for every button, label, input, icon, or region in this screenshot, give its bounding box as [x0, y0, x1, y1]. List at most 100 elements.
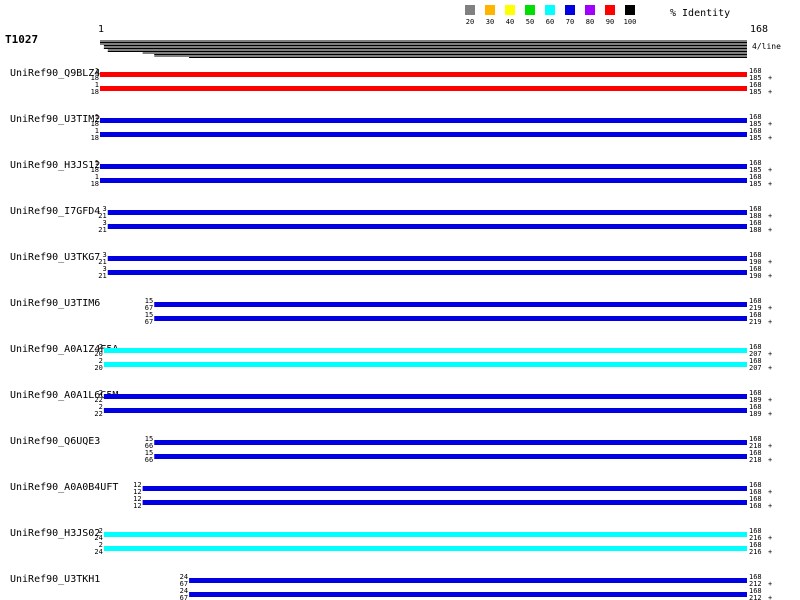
subject-start-pos: 21	[98, 272, 106, 280]
alignment-bar[interactable]	[142, 500, 747, 505]
query-end-pos: 168	[749, 159, 762, 167]
query-start-pos: 15	[145, 449, 153, 457]
alignment-bar[interactable]	[100, 178, 747, 183]
subject-start-pos: 20	[94, 364, 102, 372]
strand-sign: +	[768, 74, 772, 82]
subject-end-pos: 185	[749, 180, 762, 188]
subject-end-pos: 190	[749, 272, 762, 280]
subject-end-pos: 189	[749, 396, 762, 404]
alignment-bar[interactable]	[189, 592, 747, 597]
legend-swatch-70	[565, 5, 575, 15]
hit-list: UniRef90_Q9BLZ4 1 18 168 185 +1 18 168 185 + UniRe…	[10, 67, 772, 600]
query-start-pos: 24	[180, 573, 188, 581]
legend-label-100: 100	[624, 18, 637, 26]
hit-name[interactable]: UniRef90_Q6UQE3	[10, 436, 100, 447]
query-end-pos: 168	[749, 297, 762, 305]
strand-sign: +	[768, 180, 772, 188]
alignment-bar[interactable]	[154, 440, 748, 445]
hit-name[interactable]: UniRef90_A0A1Z4F5A	[10, 344, 118, 355]
subject-end-pos: 207	[749, 364, 762, 372]
alignment-bar[interactable]	[154, 316, 748, 321]
alignment-bar[interactable]	[107, 256, 747, 261]
strand-sign: +	[768, 226, 772, 234]
alignment-bar[interactable]	[103, 532, 747, 537]
subject-start-pos: 67	[180, 594, 188, 600]
query-start-pos: 1	[95, 127, 99, 135]
strand-sign: +	[768, 534, 772, 542]
subject-end-pos: 189	[749, 410, 762, 418]
hit-name[interactable]: UniRef90_U3TIM2	[10, 114, 100, 125]
alignment-bar[interactable]	[100, 118, 747, 123]
query-end-pos: 168	[749, 435, 762, 443]
hit-name[interactable]: UniRef90_U3TIM6	[10, 298, 100, 309]
strand-sign: +	[768, 134, 772, 142]
alignment-bar[interactable]	[100, 72, 747, 77]
subject-end-pos: 216	[749, 534, 762, 542]
subject-start-pos: 21	[98, 226, 106, 234]
legend-label-70: 70	[566, 18, 574, 26]
query-start-pos: 2	[99, 403, 103, 411]
legend-title: % Identity	[670, 8, 730, 19]
hit-name[interactable]: UniRef90_Q9BLZ4	[10, 68, 100, 79]
legend-swatch-80	[585, 5, 595, 15]
query-start-pos: 3	[103, 251, 107, 259]
strand-sign: +	[768, 212, 772, 220]
query-start-pos: 15	[145, 297, 153, 305]
query-end-pos: 168	[749, 527, 762, 535]
hit-name[interactable]: UniRef90_H3JS12	[10, 160, 100, 171]
identity-legend: 20 30 40 50 60 70 80 90 100	[465, 5, 636, 26]
alignment-bar[interactable]	[107, 270, 747, 275]
alignment-bar[interactable]	[154, 454, 748, 459]
strand-sign: +	[768, 410, 772, 418]
strand-sign: +	[768, 502, 772, 510]
hit-name[interactable]: UniRef90_A0A1L6C5M	[10, 390, 118, 401]
query-end-pos: 168	[749, 251, 762, 259]
alignment-bar[interactable]	[100, 132, 747, 137]
query-end-pos: 168	[749, 481, 762, 489]
legend-label-40: 40	[506, 18, 514, 26]
alignment-bar[interactable]	[103, 408, 747, 413]
legend-swatch-90	[605, 5, 615, 15]
hit-name[interactable]: UniRef90_A0A0B4UFT	[10, 482, 118, 493]
alignment-bar[interactable]	[107, 224, 747, 229]
alignment-bar[interactable]	[103, 348, 747, 353]
hit-name[interactable]: UniRef90_I7GFD4	[10, 206, 100, 217]
alignment-bar[interactable]	[142, 486, 747, 491]
alignment-bar[interactable]	[107, 210, 747, 215]
subject-end-pos: 185	[749, 88, 762, 96]
query-end-pos: 168	[749, 219, 762, 227]
subject-start-pos: 67	[180, 580, 188, 588]
alignment-bar[interactable]	[154, 302, 748, 307]
alignment-bar[interactable]	[103, 362, 747, 367]
subject-end-pos: 218	[749, 442, 762, 450]
subject-start-pos: 18	[91, 180, 99, 188]
legend-swatch-40	[505, 5, 515, 15]
query-start-pos: 15	[145, 435, 153, 443]
alignment-bar[interactable]	[189, 578, 747, 583]
hit-name[interactable]: UniRef90_U3TKG7	[10, 252, 100, 263]
hit-name[interactable]: UniRef90_U3TKH1	[10, 574, 100, 585]
hit-name[interactable]: UniRef90_H3JS02	[10, 528, 100, 539]
subject-start-pos: 12	[133, 502, 141, 510]
alignment-bar[interactable]	[103, 394, 747, 399]
strand-sign: +	[768, 442, 772, 450]
subject-start-pos: 18	[91, 166, 99, 174]
alignment-bar[interactable]	[100, 164, 747, 169]
query-start-pos: 1	[95, 113, 99, 121]
alignment-bar[interactable]	[100, 86, 747, 91]
strand-sign: +	[768, 120, 772, 128]
legend-swatch-60	[545, 5, 555, 15]
alignment-bar[interactable]	[103, 546, 747, 551]
